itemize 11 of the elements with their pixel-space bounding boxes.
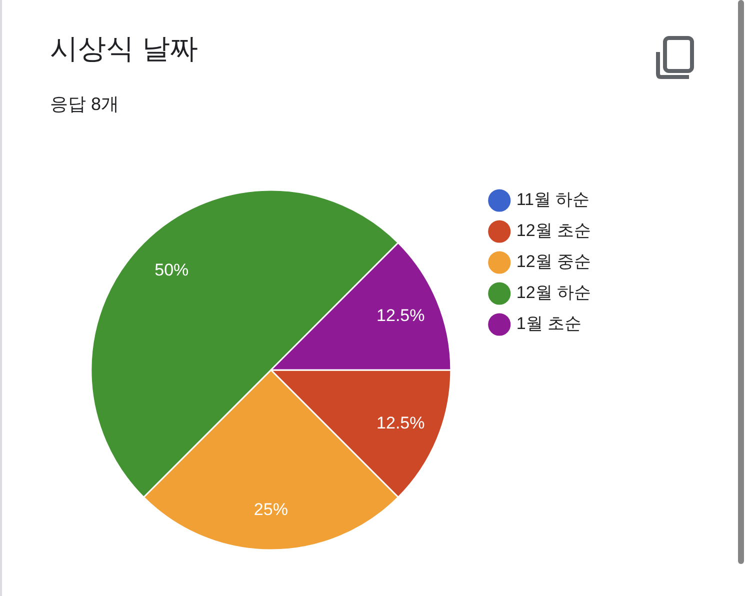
chart-subtitle: 응답 8개 bbox=[50, 93, 120, 116]
legend-label: 12월 중순 bbox=[516, 252, 592, 272]
legend-label: 12월 초순 bbox=[516, 221, 592, 240]
legend-label: 12월 하순 bbox=[516, 283, 592, 302]
data-label: 50% bbox=[154, 260, 189, 280]
legend-label: 1월 초순 bbox=[516, 314, 582, 334]
data-label: 12.5% bbox=[376, 413, 425, 432]
data-label: 12.5% bbox=[376, 306, 425, 325]
legend-label: 11월 하순 bbox=[516, 190, 590, 210]
data-label: 25% bbox=[254, 500, 288, 520]
chart-title: 시상식 날짜 bbox=[50, 32, 198, 66]
